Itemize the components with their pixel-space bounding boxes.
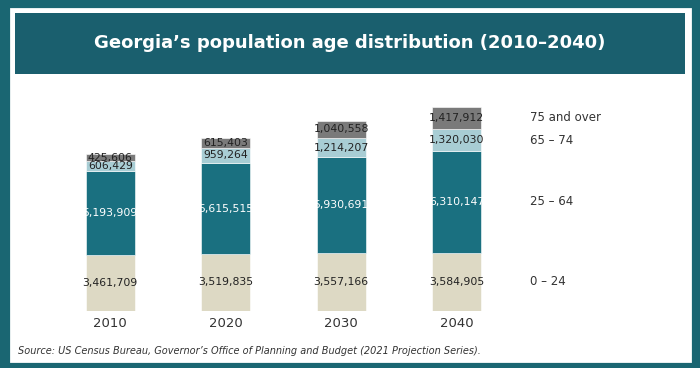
- Bar: [86, 255, 134, 311]
- Text: 75 and over: 75 and over: [530, 112, 601, 124]
- Text: 1,214,207: 1,214,207: [314, 142, 369, 153]
- Bar: [202, 163, 250, 254]
- Bar: [86, 161, 134, 171]
- Text: Source: US Census Bureau, Governor’s Office of Planning and Budget (2021 Project: Source: US Census Bureau, Governor’s Off…: [18, 346, 480, 357]
- Bar: [86, 154, 134, 161]
- Text: 5,193,909: 5,193,909: [83, 208, 138, 218]
- Text: 3,461,709: 3,461,709: [83, 278, 138, 288]
- FancyBboxPatch shape: [10, 9, 690, 361]
- Bar: [317, 138, 365, 158]
- Text: 606,429: 606,429: [88, 161, 133, 171]
- Bar: [433, 130, 481, 151]
- Text: 6,310,147: 6,310,147: [429, 197, 484, 207]
- Text: 65 – 74: 65 – 74: [530, 134, 573, 146]
- Bar: [317, 158, 365, 254]
- Text: Georgia’s population age distribution (2010–2040): Georgia’s population age distribution (2…: [94, 34, 606, 52]
- Bar: [202, 254, 250, 311]
- Bar: [202, 148, 250, 163]
- Text: 5,615,515: 5,615,515: [198, 204, 253, 213]
- FancyBboxPatch shape: [15, 13, 685, 74]
- Bar: [433, 253, 481, 311]
- Bar: [317, 121, 365, 138]
- Text: 1,320,030: 1,320,030: [429, 135, 484, 145]
- Text: 959,264: 959,264: [204, 151, 248, 160]
- Text: 1,040,558: 1,040,558: [314, 124, 369, 134]
- Text: 1,417,912: 1,417,912: [429, 113, 484, 123]
- Bar: [202, 138, 250, 148]
- Text: 615,403: 615,403: [203, 138, 248, 148]
- Text: 5,930,691: 5,930,691: [314, 201, 369, 210]
- Bar: [433, 106, 481, 130]
- Bar: [86, 171, 134, 255]
- Bar: [317, 254, 365, 311]
- Text: 25 – 64: 25 – 64: [530, 195, 573, 208]
- Bar: [433, 151, 481, 253]
- Text: 3,557,166: 3,557,166: [314, 277, 369, 287]
- Text: 3,584,905: 3,584,905: [429, 277, 484, 287]
- Text: 3,519,835: 3,519,835: [198, 277, 253, 287]
- Text: 425,606: 425,606: [88, 153, 133, 163]
- Text: 0 – 24: 0 – 24: [530, 276, 566, 289]
